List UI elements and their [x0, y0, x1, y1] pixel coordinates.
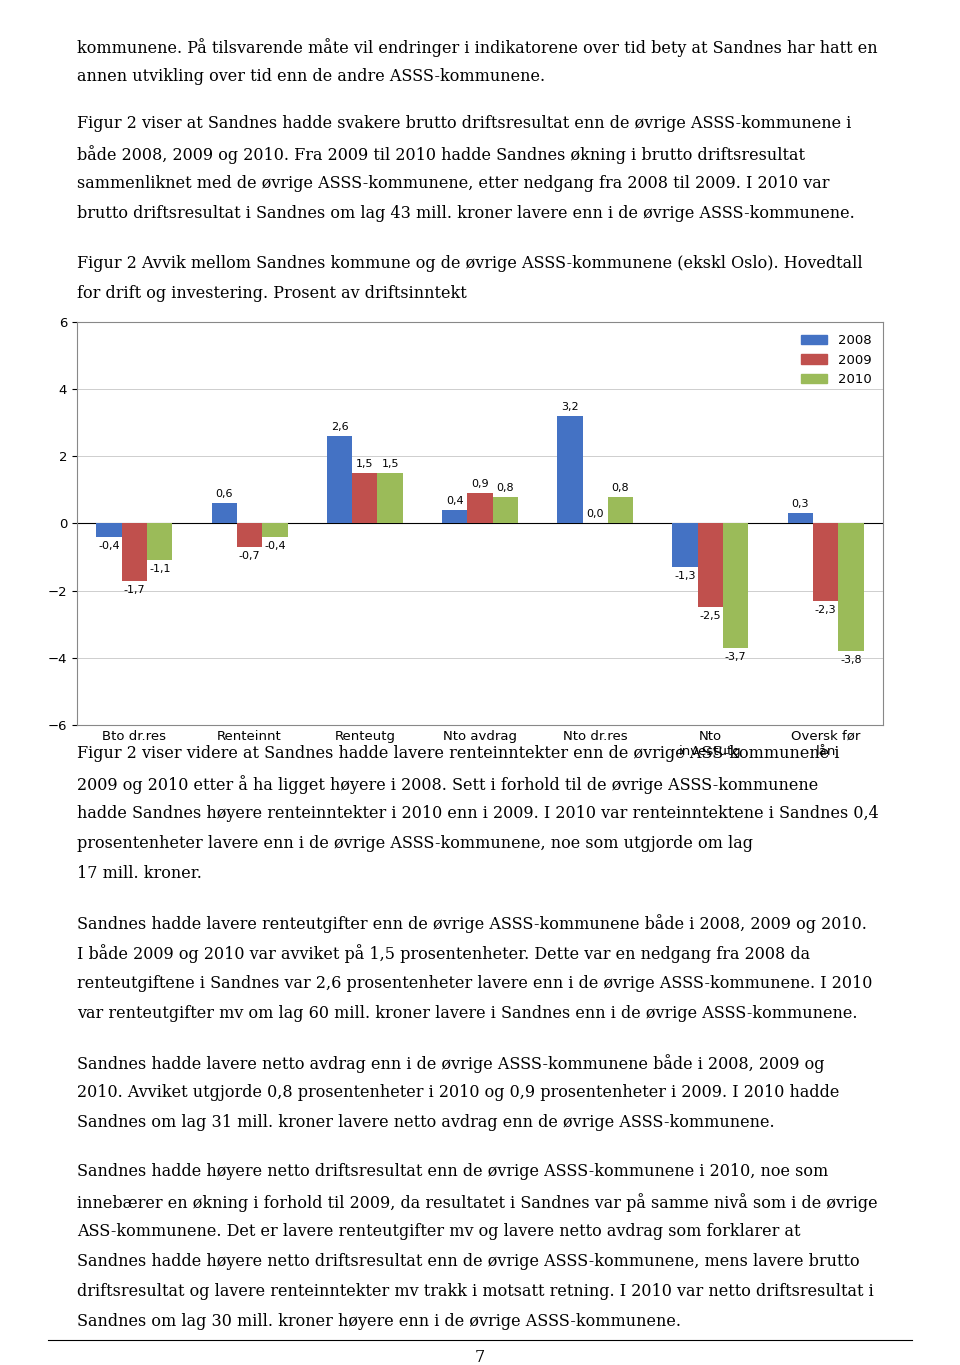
Text: -1,1: -1,1 [149, 564, 171, 575]
Text: 17 mill. kroner.: 17 mill. kroner. [77, 865, 202, 882]
Bar [211, 504, 237, 524]
Legend: 2008, 2009, 2010: 2008, 2009, 2010 [795, 329, 876, 392]
Text: 0,8: 0,8 [496, 483, 515, 493]
Text: Sandnes hadde høyere netto driftsresultat enn de øvrige ASSS-kommunene, mens lav: Sandnes hadde høyere netto driftsresulta… [77, 1253, 859, 1269]
Text: Sandnes om lag 31 mill. kroner lavere netto avdrag enn de øvrige ASSS-kommunene.: Sandnes om lag 31 mill. kroner lavere ne… [77, 1114, 775, 1130]
Bar [723, 524, 749, 647]
Text: -0,4: -0,4 [264, 541, 286, 551]
Text: -2,5: -2,5 [700, 612, 721, 621]
Text: 0,9: 0,9 [471, 479, 489, 489]
Text: 7: 7 [475, 1349, 485, 1365]
Text: var renteutgifter mv om lag 60 mill. kroner lavere i Sandnes enn i de øvrige ASS: var renteutgifter mv om lag 60 mill. kro… [77, 1005, 857, 1021]
Text: 2,6: 2,6 [330, 422, 348, 433]
Text: både 2008, 2009 og 2010. Fra 2009 til 2010 hadde Sandnes økning i brutto driftsr: både 2008, 2009 og 2010. Fra 2009 til 20… [77, 145, 804, 164]
Text: 3,2: 3,2 [561, 403, 579, 412]
Text: 1,5: 1,5 [356, 459, 373, 470]
Text: innebærer en økning i forhold til 2009, da resultatet i Sandnes var på samme niv: innebærer en økning i forhold til 2009, … [77, 1193, 877, 1212]
Text: for drift og investering. Prosent av driftsinntekt: for drift og investering. Prosent av dri… [77, 285, 467, 302]
Bar [672, 524, 698, 566]
Text: 2009 og 2010 etter å ha ligget høyere i 2008. Sett i forhold til de øvrige ASSS-: 2009 og 2010 etter å ha ligget høyere i … [77, 775, 818, 794]
Text: Figur 2 viser videre at Sandnes hadde lavere renteinntekter enn de øvrige ASS-ko: Figur 2 viser videre at Sandnes hadde la… [77, 745, 839, 762]
Text: annen utvikling over tid enn de andre ASSS-kommunene.: annen utvikling over tid enn de andre AS… [77, 68, 545, 85]
Text: 0,4: 0,4 [445, 495, 464, 506]
Bar [352, 474, 377, 524]
Text: 2010. Avviket utgjorde 0,8 prosentenheter i 2010 og 0,9 prosentenheter i 2009. I: 2010. Avviket utgjorde 0,8 prosentenhete… [77, 1084, 839, 1100]
Text: -1,3: -1,3 [674, 571, 696, 581]
Bar [608, 497, 634, 524]
Text: driftsresultat og lavere renteinntekter mv trakk i motsatt retning. I 2010 var n: driftsresultat og lavere renteinntekter … [77, 1283, 874, 1299]
Text: 0,8: 0,8 [612, 483, 630, 493]
Text: I både 2009 og 2010 var avviket på 1,5 prosentenheter. Dette var en nedgang fra : I både 2009 og 2010 var avviket på 1,5 p… [77, 945, 810, 964]
Bar [147, 524, 173, 561]
Text: Sandnes om lag 30 mill. kroner høyere enn i de øvrige ASSS-kommunene.: Sandnes om lag 30 mill. kroner høyere en… [77, 1313, 681, 1330]
Text: Figur 2 Avvik mellom Sandnes kommune og de øvrige ASSS-kommunene (ekskl Oslo). H: Figur 2 Avvik mellom Sandnes kommune og … [77, 255, 862, 272]
Text: -0,7: -0,7 [239, 551, 260, 561]
Text: kommunene. På tilsvarende måte vil endringer i indikatorene over tid bety at San: kommunene. På tilsvarende måte vil endri… [77, 38, 877, 57]
Text: -3,7: -3,7 [725, 651, 747, 662]
Text: Sandnes hadde lavere netto avdrag enn i de øvrige ASSS-kommunene både i 2008, 20: Sandnes hadde lavere netto avdrag enn i … [77, 1054, 825, 1073]
Bar [787, 513, 813, 524]
Text: prosentenheter lavere enn i de øvrige ASSS-kommunene, noe som utgjorde om lag: prosentenheter lavere enn i de øvrige AS… [77, 835, 753, 852]
Text: -2,3: -2,3 [815, 605, 836, 614]
Text: Sandnes hadde høyere netto driftsresultat enn de øvrige ASSS-kommunene i 2010, n: Sandnes hadde høyere netto driftsresulta… [77, 1163, 828, 1179]
Bar [326, 437, 352, 524]
Bar [468, 493, 492, 524]
Text: Sandnes hadde lavere renteutgifter enn de øvrige ASSS-kommunene både i 2008, 200: Sandnes hadde lavere renteutgifter enn d… [77, 915, 867, 934]
Text: 0,6: 0,6 [215, 489, 233, 500]
Bar [377, 474, 403, 524]
Text: -0,4: -0,4 [98, 541, 120, 551]
Bar [237, 524, 262, 547]
Text: sammenliknet med de øvrige ASSS-kommunene, etter nedgang fra 2008 til 2009. I 20: sammenliknet med de øvrige ASSS-kommunen… [77, 175, 829, 191]
Text: hadde Sandnes høyere renteinntekter i 2010 enn i 2009. I 2010 var renteinntekten: hadde Sandnes høyere renteinntekter i 20… [77, 805, 878, 822]
Bar [557, 416, 583, 524]
Bar [442, 511, 468, 524]
Bar [698, 524, 723, 607]
Bar [262, 524, 288, 536]
Text: ASS-kommunene. Det er lavere renteutgifter mv og lavere netto avdrag som forklar: ASS-kommunene. Det er lavere renteutgift… [77, 1223, 801, 1239]
Text: 1,5: 1,5 [381, 459, 399, 470]
Bar [813, 524, 838, 601]
Text: 0,3: 0,3 [791, 500, 809, 509]
Text: Figur 2 viser at Sandnes hadde svakere brutto driftsresultat enn de øvrige ASSS-: Figur 2 viser at Sandnes hadde svakere b… [77, 115, 852, 131]
Bar [838, 524, 864, 651]
Text: 0,0: 0,0 [587, 509, 604, 520]
Bar [122, 524, 147, 580]
Text: renteutgiftene i Sandnes var 2,6 prosentenheter lavere enn i de øvrige ASSS-komm: renteutgiftene i Sandnes var 2,6 prosent… [77, 975, 873, 991]
Text: -1,7: -1,7 [124, 584, 145, 595]
Bar [96, 524, 122, 536]
Text: -3,8: -3,8 [840, 655, 862, 665]
Bar [492, 497, 518, 524]
Text: brutto driftsresultat i Sandnes om lag 43 mill. kroner lavere enn i de øvrige AS: brutto driftsresultat i Sandnes om lag 4… [77, 205, 854, 221]
